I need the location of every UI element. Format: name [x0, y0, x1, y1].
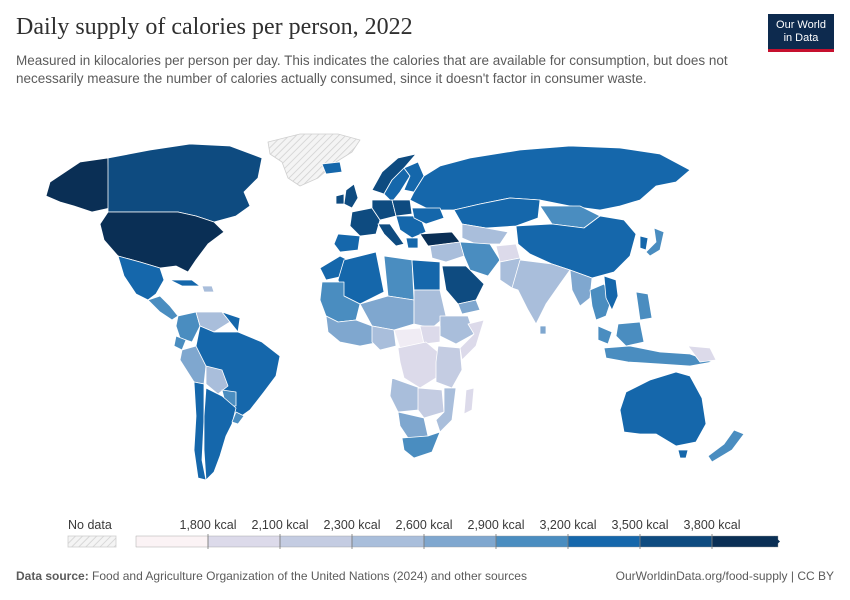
legend-bin-label: 2,900 kcal: [468, 518, 525, 532]
country-venezuela[interactable]: [195, 311, 231, 333]
data-source-label: Data source:: [16, 569, 89, 583]
legend-bin-label: 2,300 kcal: [324, 518, 381, 532]
country-nigeria[interactable]: [371, 325, 397, 351]
country-cuba[interactable]: [169, 279, 201, 287]
legend-bin-swatch[interactable]: [567, 535, 641, 548]
country-usa[interactable]: [99, 211, 225, 273]
country-russia[interactable]: [409, 145, 691, 211]
country-south-korea[interactable]: [639, 235, 649, 251]
country-tasmania[interactable]: [677, 449, 689, 459]
country-ukraine[interactable]: [411, 207, 445, 225]
country-bangladesh-myanmar[interactable]: [569, 269, 593, 307]
country-philippines[interactable]: [635, 291, 653, 321]
data-source-text[interactable]: Food and Agriculture Organization of the…: [92, 569, 527, 583]
country-ireland[interactable]: [335, 193, 345, 205]
country-italy[interactable]: [377, 223, 405, 247]
region-central-america[interactable]: [147, 295, 179, 321]
country-angola[interactable]: [389, 377, 421, 413]
chart-title: Daily supply of calories per person, 202…: [16, 14, 413, 40]
country-argentina[interactable]: [203, 387, 237, 481]
chart-subtitle: Measured in kilocalories per person per …: [16, 53, 728, 86]
country-drc[interactable]: [397, 341, 439, 389]
country-sri-lanka[interactable]: [539, 325, 547, 335]
country-south-sudan[interactable]: [419, 325, 441, 345]
legend-bin-label: 2,100 kcal: [252, 518, 309, 532]
legend-bin-swatch[interactable]: [711, 535, 779, 548]
country-mexico[interactable]: [117, 255, 165, 301]
legend-bin-swatch[interactable]: [639, 535, 713, 548]
country-kenya-tanzania[interactable]: [435, 345, 463, 389]
country-borneo[interactable]: [615, 321, 645, 347]
country-south-africa[interactable]: [401, 431, 441, 459]
region-central-asia[interactable]: [461, 223, 509, 245]
country-poland[interactable]: [391, 199, 413, 217]
country-yemen[interactable]: [457, 299, 481, 315]
country-new-zealand[interactable]: [707, 429, 745, 463]
legend-bin-label: 3,200 kcal: [540, 518, 597, 532]
country-japan[interactable]: [645, 227, 665, 257]
country-china[interactable]: [515, 215, 637, 279]
country-iran[interactable]: [459, 241, 501, 277]
country-sudan[interactable]: [413, 289, 447, 329]
country-somalia[interactable]: [459, 319, 485, 361]
country-libya[interactable]: [383, 255, 415, 301]
world-map[interactable]: [0, 120, 850, 510]
legend-no-data-swatch[interactable]: [67, 535, 117, 548]
country-malaysia[interactable]: [597, 325, 613, 345]
country-canada[interactable]: [107, 143, 263, 223]
country-indonesia[interactable]: [603, 345, 713, 367]
country-syria-iraq[interactable]: [429, 241, 465, 263]
legend-bin-label: 3,800 kcal: [684, 518, 741, 532]
country-greenland[interactable]: [267, 133, 361, 187]
country-usa-alaska[interactable]: [45, 157, 111, 213]
country-spain[interactable]: [333, 233, 361, 253]
legend-arrow: [774, 536, 780, 547]
legend-bin-swatch[interactable]: [135, 535, 209, 548]
country-vietnam[interactable]: [603, 275, 619, 311]
legend-bin-label: 2,600 kcal: [396, 518, 453, 532]
country-iceland[interactable]: [321, 161, 343, 175]
country-uruguay[interactable]: [231, 411, 245, 425]
country-zambia-zimbabwe[interactable]: [417, 387, 445, 419]
logo-line-1: Our World: [776, 19, 826, 31]
legend-bin-swatch[interactable]: [207, 535, 281, 548]
country-australia[interactable]: [619, 371, 707, 447]
country-madagascar[interactable]: [463, 387, 475, 415]
owid-logo[interactable]: Our World in Data: [768, 14, 834, 52]
country-greece[interactable]: [405, 237, 419, 249]
legend-bin-label: 1,800 kcal: [180, 518, 237, 532]
legend-bin-swatch[interactable]: [495, 535, 569, 548]
country-papua-new-guinea[interactable]: [687, 345, 717, 363]
country-uk[interactable]: [343, 183, 359, 209]
footer-url[interactable]: OurWorldinData.org/food-supply | CC BY: [615, 569, 834, 583]
legend-bin-swatch[interactable]: [423, 535, 497, 548]
country-india[interactable]: [511, 259, 571, 325]
legend: No data 1,800 kcal 2,100 kcal 2,300 kcal 2,…: [67, 518, 780, 549]
country-germany[interactable]: [371, 199, 397, 221]
legend-bin-swatch[interactable]: [279, 535, 353, 548]
country-haiti[interactable]: [201, 285, 215, 293]
country-egypt[interactable]: [411, 259, 441, 291]
legend-no-data-label: No data: [68, 518, 112, 532]
logo-line-2: in Data: [783, 32, 819, 44]
legend-bin-swatch[interactable]: [351, 535, 425, 548]
data-source: Data source: Food and Agriculture Organi…: [16, 569, 527, 583]
legend-bin-label: 3,500 kcal: [612, 518, 669, 532]
